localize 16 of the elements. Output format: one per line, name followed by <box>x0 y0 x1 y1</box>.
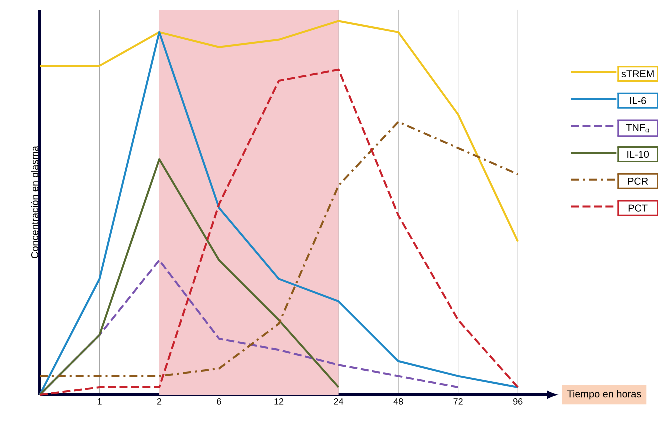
legend-label: TNF$_{α}$ <box>626 124 650 133</box>
x-tick-label: 6 <box>217 398 222 405</box>
y-axis-title: Concentración en plasma <box>31 146 40 258</box>
legend-label: IL-10 <box>628 151 650 158</box>
x-tick-label: 48 <box>394 398 404 405</box>
legend-label: IL-6 <box>630 97 646 104</box>
x-axis-title: Tiempo en horas <box>567 390 642 400</box>
legend-label: PCT <box>628 204 648 212</box>
x-tick-label: 72 <box>454 398 463 405</box>
x-tick-label: 1 <box>98 398 102 405</box>
x-tick-label: 96 <box>514 398 523 405</box>
x-tick-label: 12 <box>274 398 284 405</box>
legend-label: PCR <box>628 178 648 185</box>
legend-label: sTREM <box>622 70 654 78</box>
x-tick-label: 24 <box>334 398 344 405</box>
x-tick-label: 2 <box>157 398 162 405</box>
